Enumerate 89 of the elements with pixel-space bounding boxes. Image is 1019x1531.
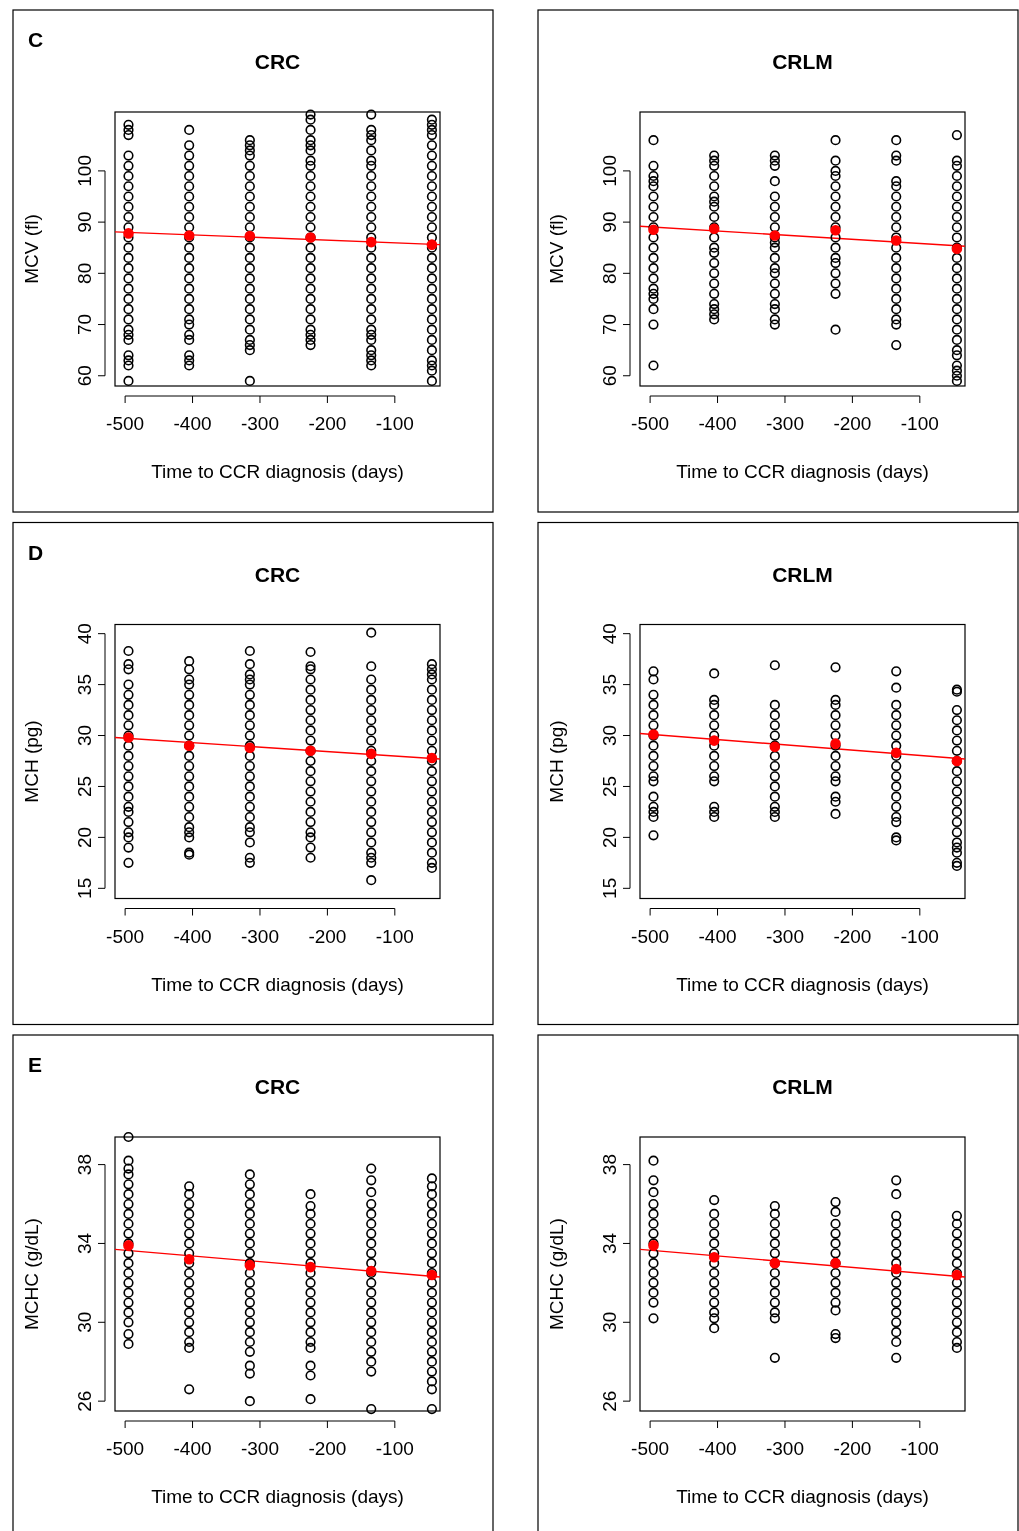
- point: [183, 1253, 195, 1265]
- y-axis-title: MCHC (g/dL): [21, 1218, 42, 1330]
- y-tick-label: 60: [74, 365, 95, 387]
- y-tick-label: 34: [74, 1232, 95, 1255]
- x-tick-label: -500: [106, 413, 145, 434]
- x-tick-label: -100: [375, 1438, 414, 1459]
- chart-title: CRLM: [772, 1075, 833, 1098]
- point: [123, 228, 134, 239]
- x-tick-label: -300: [240, 413, 279, 434]
- y-tick-label: 25: [74, 775, 95, 798]
- y-tick-label: 15: [599, 877, 620, 899]
- x-axis-title: Time to CCR diagnosis (days): [676, 461, 929, 482]
- x-tick-label: -400: [173, 413, 212, 434]
- y-tick-label: 15: [74, 877, 95, 899]
- y-tick-label: 38: [74, 1154, 95, 1176]
- chart-title: CRLM: [772, 562, 833, 586]
- x-tick-label: -400: [698, 1438, 737, 1459]
- point: [708, 735, 720, 746]
- chart-title: CRC: [254, 562, 301, 586]
- point: [890, 1263, 902, 1275]
- x-tick-label: -500: [631, 1438, 670, 1459]
- x-tick-label: -300: [240, 925, 279, 947]
- chart-title: CRC: [254, 50, 301, 73]
- y-tick-label: 34: [599, 1232, 620, 1255]
- x-tick-label: -400: [698, 413, 737, 434]
- y-tick-label: 100: [599, 155, 620, 187]
- x-tick-label: -300: [765, 925, 804, 947]
- y-axis-title: MCH (pg): [21, 720, 42, 803]
- x-tick-label: -200: [833, 1438, 872, 1459]
- x-tick-label: -400: [173, 1438, 212, 1459]
- y-tick-label: 30: [74, 724, 95, 747]
- y-tick-label: 25: [599, 775, 620, 798]
- x-tick-label: -200: [308, 413, 347, 434]
- point: [365, 236, 377, 248]
- y-tick-label: 35: [74, 674, 95, 696]
- y-tick-label: 38: [599, 1154, 620, 1176]
- x-axis-title: Time to CCR diagnosis (days): [151, 973, 404, 995]
- y-tick-label: 26: [599, 1390, 620, 1412]
- x-tick-label: -500: [106, 925, 145, 947]
- x-tick-label: -100: [900, 413, 939, 434]
- x-tick-label: -300: [765, 1438, 804, 1459]
- y-tick-label: 30: [74, 1311, 95, 1333]
- point: [708, 1251, 720, 1263]
- x-axis-title: Time to CCR diagnosis (days): [151, 461, 404, 482]
- y-tick-label: 70: [599, 313, 620, 336]
- y-axis-title: MCV (fl): [21, 214, 42, 284]
- x-tick-label: -200: [308, 925, 347, 947]
- y-tick-label: 20: [74, 826, 95, 848]
- x-tick-label: -200: [833, 925, 872, 947]
- x-axis-title: Time to CCR diagnosis (days): [676, 1486, 929, 1507]
- y-tick-label: 20: [599, 826, 620, 848]
- y-tick-label: 70: [74, 313, 95, 336]
- text: D: [28, 540, 44, 564]
- point: [365, 748, 377, 760]
- x-tick-label: -500: [631, 413, 670, 434]
- y-tick-label: 35: [599, 674, 620, 696]
- y-tick-label: 80: [599, 262, 620, 284]
- text: C: [28, 28, 44, 51]
- y-tick-label: 90: [599, 211, 620, 233]
- y-axis-title: MCH (pg): [546, 720, 567, 803]
- x-tick-label: -300: [240, 1438, 279, 1459]
- x-tick-label: -100: [900, 1438, 939, 1459]
- x-tick-label: -500: [106, 1438, 145, 1459]
- y-tick-label: 100: [74, 155, 95, 187]
- text: E: [28, 1053, 43, 1076]
- y-tick-label: 26: [74, 1390, 95, 1412]
- x-axis-title: Time to CCR diagnosis (days): [151, 1486, 404, 1507]
- x-tick-label: -500: [631, 925, 670, 947]
- y-axis-title: MCHC (g/dL): [546, 1218, 567, 1330]
- y-tick-label: 60: [599, 365, 620, 387]
- x-tick-label: -200: [308, 1438, 347, 1459]
- point: [305, 1261, 316, 1273]
- y-tick-label: 90: [74, 211, 95, 233]
- x-tick-label: -100: [375, 413, 414, 434]
- y-tick-label: 40: [74, 623, 95, 645]
- x-tick-label: -400: [698, 925, 737, 947]
- x-tick-label: -400: [173, 925, 212, 947]
- y-axis-title: MCV (fl): [546, 214, 567, 284]
- chart-title: CRLM: [772, 50, 833, 73]
- y-tick-label: 40: [599, 623, 620, 645]
- x-tick-label: -300: [765, 413, 804, 434]
- x-tick-label: -100: [900, 925, 939, 947]
- y-tick-label: 30: [599, 1311, 620, 1333]
- x-axis-title: Time to CCR diagnosis (days): [676, 973, 929, 995]
- y-tick-label: 30: [599, 724, 620, 747]
- y-tick-label: 80: [74, 262, 95, 284]
- chart-title: CRC: [254, 1075, 301, 1098]
- x-tick-label: -100: [375, 925, 414, 947]
- x-tick-label: -200: [833, 413, 872, 434]
